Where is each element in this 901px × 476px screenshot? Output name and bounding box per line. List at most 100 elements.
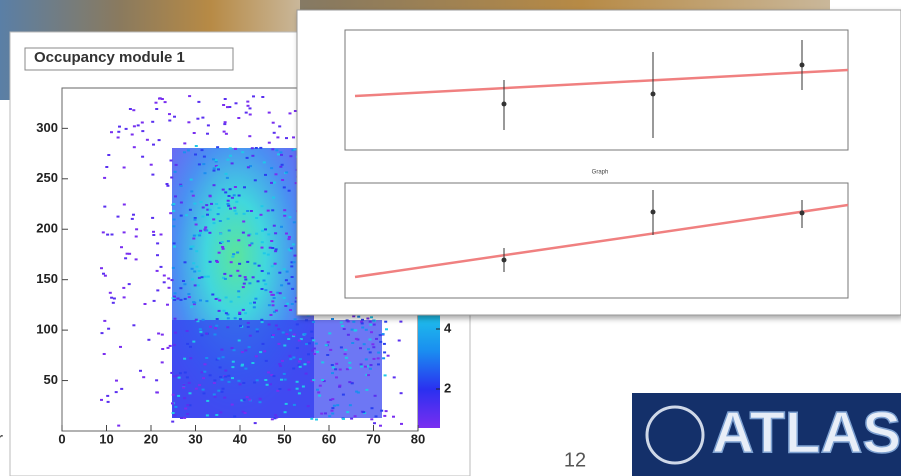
heatmap-cell bbox=[348, 366, 352, 369]
heatmap-cell bbox=[206, 275, 210, 278]
heatmap-cell bbox=[290, 265, 294, 268]
heatmap-cell bbox=[194, 223, 198, 226]
heatmap-cell bbox=[312, 339, 316, 342]
heatmap-cell bbox=[274, 309, 278, 312]
heatmap-cell bbox=[216, 146, 220, 149]
heatmap-cell bbox=[312, 379, 316, 382]
heatmap-cell bbox=[271, 300, 275, 303]
heatmap-cell bbox=[372, 323, 376, 326]
heatmap-cell bbox=[246, 166, 250, 169]
heatmap-cell bbox=[284, 305, 288, 307]
heatmap-cell bbox=[215, 203, 219, 205]
x-tick-label: 70 bbox=[366, 431, 380, 446]
heatmap-cell bbox=[214, 165, 218, 167]
heatmap-cell bbox=[162, 281, 166, 284]
x-tick-label: 50 bbox=[277, 431, 291, 446]
heatmap-cell bbox=[342, 328, 346, 330]
heatmap-cell bbox=[221, 356, 225, 359]
heatmap-cell bbox=[289, 155, 293, 158]
heatmap-cell bbox=[206, 399, 210, 402]
heatmap-cell bbox=[331, 412, 335, 415]
y-tick-label: 250 bbox=[36, 170, 58, 185]
heatmap-cell bbox=[365, 373, 369, 376]
heatmap-cell bbox=[242, 212, 246, 215]
heatmap-cell bbox=[202, 377, 205, 380]
heatmap-cell bbox=[241, 151, 245, 154]
heatmap-cell bbox=[318, 384, 322, 387]
heatmap-cell bbox=[217, 357, 221, 360]
heatmap-cell bbox=[221, 246, 225, 248]
heatmap-cell bbox=[377, 363, 380, 366]
heatmap-cell bbox=[124, 257, 128, 260]
heatmap-cell bbox=[280, 284, 284, 287]
heatmap-cell bbox=[310, 380, 314, 383]
heatmap-cell bbox=[171, 412, 175, 414]
x-tick-label: 0 bbox=[58, 431, 65, 446]
heatmap-cell bbox=[199, 229, 203, 232]
heatmap-cell bbox=[270, 374, 274, 377]
heatmap-cell bbox=[381, 333, 385, 336]
heatmap-cell bbox=[243, 186, 246, 189]
heatmap-cell bbox=[205, 414, 209, 417]
x-tick-label: 20 bbox=[144, 431, 158, 446]
heatmap-cell bbox=[132, 213, 135, 216]
heatmap-cell bbox=[189, 247, 193, 250]
heatmap-cell bbox=[330, 364, 334, 366]
heatmap-cell bbox=[345, 368, 349, 371]
heatmap-cell bbox=[243, 276, 247, 279]
heatmap-cell bbox=[172, 225, 176, 228]
heatmap-cell bbox=[357, 315, 361, 318]
heatmap-cell bbox=[255, 217, 259, 219]
heatmap-cell bbox=[116, 215, 120, 218]
heatmap-cell bbox=[331, 318, 334, 320]
heatmap-cell bbox=[237, 290, 241, 293]
heatmap-cell bbox=[118, 125, 121, 128]
heatmap-cell bbox=[183, 397, 187, 400]
heatmap-cell bbox=[203, 370, 207, 373]
point bbox=[799, 62, 805, 68]
heatmap-cell bbox=[250, 242, 254, 245]
heatmap-cell bbox=[212, 222, 216, 225]
heatmap-cell bbox=[244, 111, 248, 114]
heatmap-cell bbox=[174, 405, 178, 408]
heatmap-cell bbox=[226, 158, 230, 161]
heatmap-cell bbox=[275, 149, 279, 152]
heatmap-cell bbox=[291, 243, 295, 246]
point bbox=[650, 209, 656, 215]
heatmap-cell bbox=[287, 238, 291, 241]
heatmap-cell bbox=[214, 327, 218, 330]
heatmap-cell bbox=[205, 229, 209, 232]
heatmap-cell bbox=[242, 282, 246, 285]
heatmap-cell bbox=[306, 405, 310, 408]
heatmap-cell bbox=[353, 329, 357, 332]
heatmap-cell bbox=[272, 224, 276, 227]
heatmap-cell bbox=[183, 357, 187, 360]
heatmap-cell bbox=[238, 383, 242, 386]
heatmap-cell bbox=[130, 133, 134, 136]
heatmap-cell bbox=[257, 264, 261, 267]
heatmap-cell bbox=[285, 270, 289, 273]
heatmap-cell bbox=[197, 163, 201, 166]
heatmap-cell bbox=[183, 261, 187, 264]
heatmap-cell bbox=[342, 417, 345, 420]
heatmap-cell bbox=[270, 167, 274, 170]
heatmap-cell bbox=[373, 394, 377, 397]
heatmap-cell bbox=[293, 318, 297, 321]
heatmap-cell bbox=[295, 380, 299, 383]
heatmap-cell bbox=[140, 121, 144, 124]
heatmap-cell bbox=[201, 318, 205, 321]
heatmap-cell bbox=[276, 389, 280, 392]
heatmap-cell bbox=[204, 226, 208, 229]
heatmap-cell bbox=[331, 372, 334, 375]
heatmap-cell bbox=[303, 333, 307, 335]
heatmap-cell bbox=[173, 245, 176, 248]
heatmap-cell bbox=[151, 216, 155, 219]
heatmap-cell bbox=[271, 209, 275, 212]
heatmap-cell bbox=[253, 262, 257, 265]
heatmap-cell bbox=[310, 330, 314, 333]
heatmap-cell bbox=[276, 136, 280, 139]
heatmap-cell bbox=[152, 299, 156, 302]
heatmap-cell bbox=[231, 255, 235, 258]
heatmap-cell bbox=[344, 348, 348, 351]
